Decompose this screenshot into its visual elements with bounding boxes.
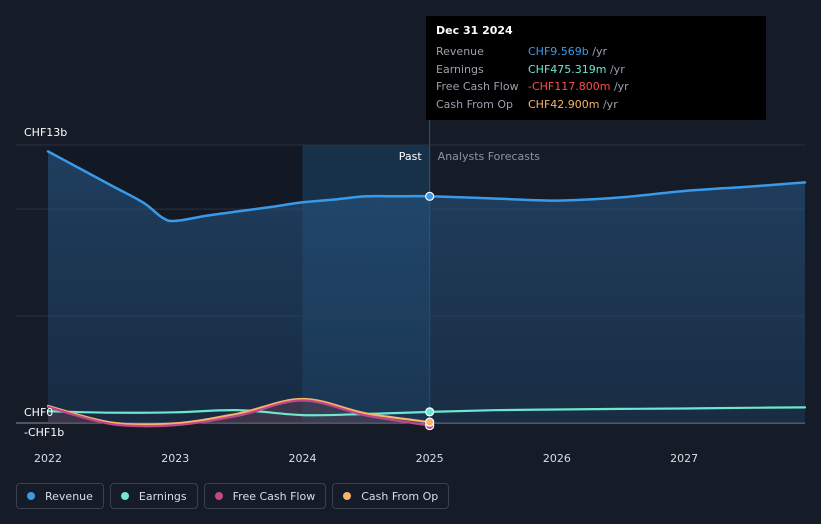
marker-earnings <box>425 407 435 417</box>
x-tick-label: 2022 <box>34 452 62 465</box>
tooltip-value: CHF475.319m <box>528 62 607 76</box>
tooltip-value: CHF42.900m <box>528 97 600 111</box>
legend-item-earnings[interactable]: Earnings <box>109 483 198 509</box>
x-tick-label: 2025 <box>416 452 444 465</box>
tooltip-label: Free Cash Flow <box>436 80 519 93</box>
series-line-free-cash-flow <box>46 399 431 428</box>
series-line-cash-from-op <box>46 397 431 426</box>
legend-item-cash-from-op[interactable]: Cash From Op <box>332 483 450 509</box>
tooltip-unit: /yr <box>588 45 608 58</box>
y-label-zero: CHF0 <box>24 406 53 419</box>
tooltip-label: Revenue <box>436 45 484 58</box>
series-line-revenue <box>46 150 807 223</box>
legend-label: Earnings <box>138 489 187 503</box>
legend-label: Free Cash Flow <box>232 489 316 503</box>
tooltip-row-cash-from-op: Cash From Op CHF42.900m /yr <box>436 96 756 114</box>
x-tick-label: 2024 <box>288 452 316 465</box>
tooltip-label: Cash From Op <box>436 97 514 111</box>
legend-item-revenue[interactable]: Revenue <box>16 483 104 509</box>
tooltip-row-revenue: Revenue CHF9.569b /yr <box>436 43 756 61</box>
y-label-top: CHF13b <box>24 126 67 139</box>
legend-dot-icon <box>120 492 129 500</box>
legend-dot-icon <box>27 492 35 500</box>
x-tick-label: 2026 <box>543 452 571 465</box>
x-tick-label: 2023 <box>161 452 189 465</box>
legend-label: Revenue <box>45 489 93 503</box>
marker-cash-from-op <box>425 417 435 427</box>
legend: Revenue Earnings Free Cash Flow Cash From O… <box>16 483 450 509</box>
tooltip-label: Earnings <box>436 62 484 76</box>
tooltip-unit: /yr <box>606 62 625 76</box>
forecast-label: Analysts Forecasts <box>438 150 541 163</box>
legend-dot-icon <box>214 492 223 500</box>
tooltip-value: -CHF117.800m <box>528 80 611 93</box>
tooltip-date: Dec 31 2024 <box>436 24 513 37</box>
tooltip-row-free-cash-flow: Free Cash Flow -CHF117.800m /yr <box>436 78 756 96</box>
x-tick-label: 2027 <box>670 452 698 465</box>
legend-item-free-cash-flow[interactable]: Free Cash Flow <box>203 483 327 509</box>
legend-label: Cash From Op <box>361 489 439 503</box>
tooltip-unit: /yr <box>610 80 629 93</box>
y-label-bottom: -CHF1b <box>24 426 64 439</box>
tooltip-value: CHF9.569b <box>528 45 589 58</box>
past-label: Past <box>399 150 423 163</box>
tooltip-unit: /yr <box>599 97 618 111</box>
marker-revenue <box>425 191 435 201</box>
revenue-area <box>48 151 805 423</box>
tooltip: Dec 31 2024 Revenue CHF9.569b /yr Earnings… <box>426 16 766 120</box>
tooltip-row-earnings: Earnings CHF475.319m /yr <box>436 61 756 79</box>
legend-dot-icon <box>343 492 352 500</box>
